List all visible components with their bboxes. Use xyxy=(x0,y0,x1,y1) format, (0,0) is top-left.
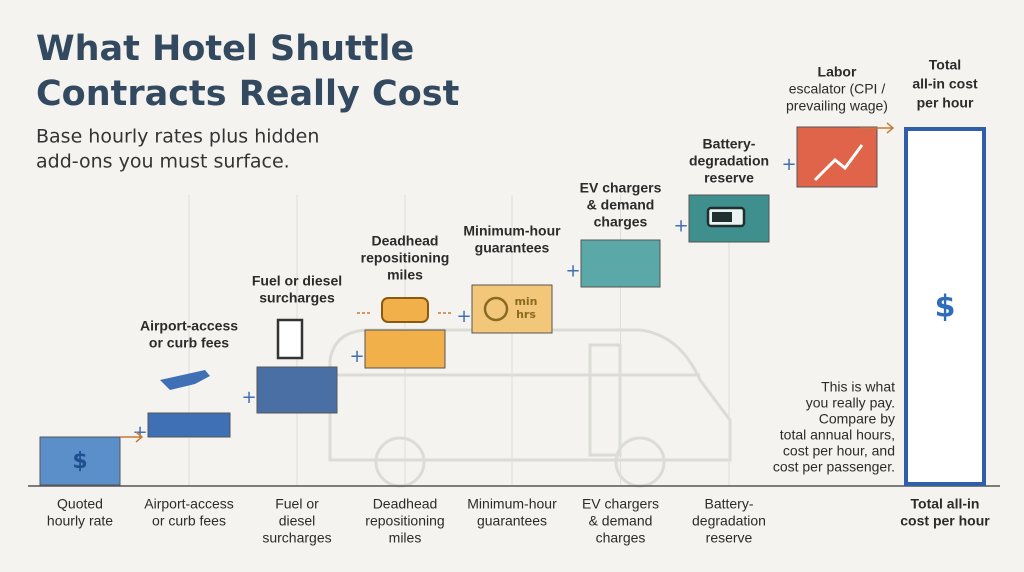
step-top-label: or curb fees xyxy=(149,335,229,351)
total-label: all-in cost xyxy=(912,76,978,92)
cost-box xyxy=(256,366,338,414)
step-bottom-label: diesel xyxy=(279,513,316,529)
step-bottom-label: repositioning xyxy=(365,513,444,529)
step-bottom-label: miles xyxy=(389,530,422,546)
note: cost per hour, and xyxy=(783,443,895,459)
step-bottom-label: EV chargers xyxy=(582,496,659,512)
step-top-label: charges xyxy=(594,214,648,230)
plus-sign: + xyxy=(241,387,256,408)
step-top-label: Labor xyxy=(818,64,857,80)
cost-box xyxy=(796,126,878,188)
step-bottom-label: Fuel or xyxy=(275,496,319,512)
step-top-label: Airport-access xyxy=(140,318,238,334)
step-top-label: repositioning xyxy=(361,250,450,266)
step-top-label: guarantees xyxy=(475,240,550,256)
total-label: Total all-in xyxy=(911,496,980,512)
clock-icon xyxy=(483,296,509,322)
total-label: per hour xyxy=(917,95,974,111)
note: Compare by xyxy=(819,411,895,427)
total-box xyxy=(904,127,986,486)
plus-sign: + xyxy=(673,216,688,237)
step-top-label: prevailing wage) xyxy=(786,98,888,114)
cost-box xyxy=(39,436,121,486)
note: total annual hours, xyxy=(780,427,895,443)
step-bottom-label: surcharges xyxy=(262,530,331,546)
note: This is what xyxy=(821,379,895,395)
step-bottom-label: Deadhead xyxy=(373,496,438,512)
step-bottom-label: guarantees xyxy=(477,513,547,529)
step-top-label: surcharges xyxy=(259,290,335,306)
icon-text: hrs xyxy=(516,308,536,321)
step-bottom-label: Quoted xyxy=(57,496,103,512)
step-top-label: Minimum-hour xyxy=(463,223,561,239)
total-label: Total xyxy=(929,57,961,73)
step-top-label: miles xyxy=(387,267,423,283)
total-label: cost per hour xyxy=(900,513,990,529)
arrows xyxy=(120,122,895,443)
cost-box xyxy=(364,329,446,369)
cost-box xyxy=(147,412,231,438)
step-bottom-label: or curb fees xyxy=(152,513,226,529)
subtitle: add-ons you must surface. xyxy=(36,151,290,173)
step-bottom-label: Battery- xyxy=(704,496,753,512)
bus-icon xyxy=(381,297,429,323)
plus-sign: + xyxy=(565,261,580,282)
step-top-label: escalator (CPI / xyxy=(789,81,886,97)
step-top-label: reserve xyxy=(704,170,754,186)
step-top-label: degradation xyxy=(689,153,769,169)
subtitle: Base hourly rates plus hidden xyxy=(36,126,319,148)
icon-text: min xyxy=(514,295,537,308)
note: cost per passenger. xyxy=(773,459,895,475)
step-bottom-label: degradation xyxy=(692,513,766,529)
step-bottom-label: reserve xyxy=(706,530,753,546)
title: What Hotel Shuttle xyxy=(36,29,414,69)
plus-sign: + xyxy=(456,306,471,327)
step-top-label: & demand xyxy=(587,197,655,213)
step-top-label: Deadhead xyxy=(372,233,439,249)
fuel-pump-icon xyxy=(276,318,304,360)
plus-sign: + xyxy=(132,422,147,443)
plane-icon xyxy=(160,370,210,390)
step-bottom-label: Airport-access xyxy=(144,496,233,512)
battery-level xyxy=(712,212,732,222)
step-bottom-label: hourly rate xyxy=(47,513,113,529)
plus-sign: + xyxy=(349,346,364,367)
step-bottom-label: charges xyxy=(596,530,646,546)
growth-icon xyxy=(813,144,864,182)
step-top-label: Battery- xyxy=(703,136,756,152)
title: Contracts Really Cost xyxy=(36,74,459,114)
dollar-icon: $ xyxy=(935,290,956,325)
step-bottom-label: & demand xyxy=(589,513,653,529)
dollar-icon: $ xyxy=(72,449,87,474)
plus-sign: + xyxy=(781,154,796,175)
step-top-label: EV chargers xyxy=(580,180,662,196)
step-bottom-label: Minimum-hour xyxy=(467,496,557,512)
step-top-label: Fuel or diesel xyxy=(252,273,342,289)
cost-box xyxy=(580,239,661,288)
note: you really pay. xyxy=(806,395,895,411)
